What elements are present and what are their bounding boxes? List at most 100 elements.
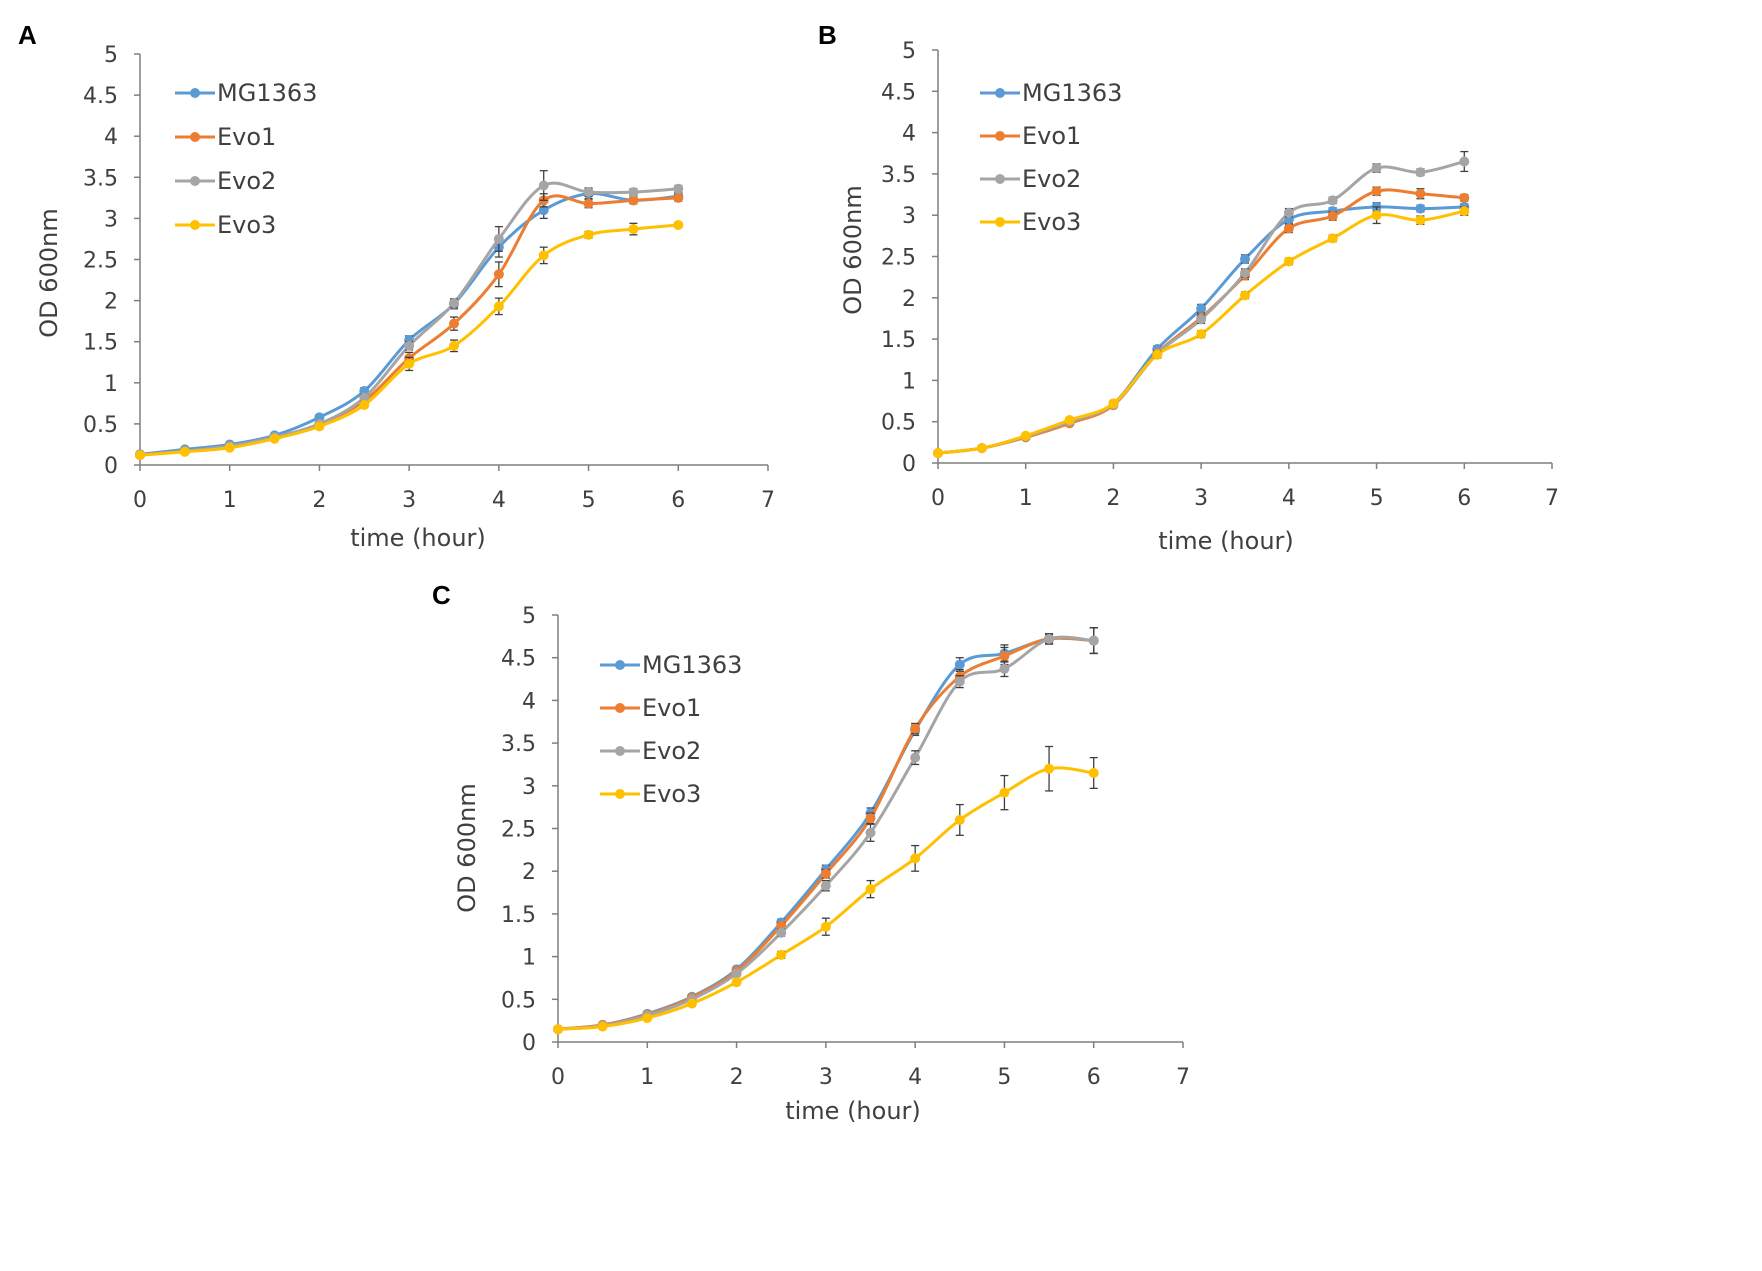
chart-panel-b: B 0 0.5 1 1.5 2 2.5 3 3.5 4 4.5 5 0 1 2 3 4 5 6 7 time (hour… bbox=[818, 20, 1559, 555]
y-tick-label: 1 bbox=[522, 946, 536, 971]
data-point bbox=[1088, 635, 1099, 646]
x-tick-label: 4 bbox=[1282, 486, 1296, 511]
data-point bbox=[865, 884, 876, 895]
legend-swatch-marker bbox=[190, 176, 200, 186]
data-point bbox=[628, 187, 639, 198]
panel-letter: B bbox=[818, 20, 837, 50]
data-point bbox=[820, 921, 831, 932]
data-point bbox=[820, 880, 831, 891]
x-tick-label: 2 bbox=[730, 1065, 744, 1090]
data-point bbox=[1240, 290, 1250, 301]
legend: MG1363 Evo1 Evo2 Evo3 bbox=[175, 79, 317, 239]
data-point bbox=[538, 180, 549, 191]
data-point bbox=[642, 1013, 653, 1024]
x-tick-label: 7 bbox=[1176, 1065, 1190, 1090]
y-axis-title: OD 600nm bbox=[35, 208, 63, 337]
data-point bbox=[673, 219, 684, 230]
data-point bbox=[1152, 349, 1163, 360]
data-point bbox=[933, 448, 943, 459]
data-point bbox=[910, 723, 921, 734]
data-point bbox=[135, 450, 145, 461]
y-tick-label: 4 bbox=[104, 125, 118, 150]
y-axis-title: OD 600nm bbox=[839, 185, 867, 314]
data-point bbox=[1283, 207, 1294, 218]
legend-label: Evo1 bbox=[217, 123, 276, 151]
y-tick-label: 4.5 bbox=[83, 84, 118, 109]
x-tick-label: 6 bbox=[1087, 1065, 1101, 1090]
y-tick-label: 0 bbox=[902, 452, 916, 477]
x-tick-label: 2 bbox=[312, 488, 326, 513]
data-point bbox=[1196, 303, 1207, 314]
legend-label: Evo1 bbox=[1022, 122, 1081, 150]
legend-label: MG1363 bbox=[1022, 79, 1122, 107]
data-point bbox=[999, 787, 1010, 798]
x-tick-label: 1 bbox=[223, 488, 237, 513]
data-point bbox=[404, 340, 415, 351]
legend-label: Evo1 bbox=[642, 694, 701, 722]
legend-label: MG1363 bbox=[217, 79, 317, 107]
data-point bbox=[449, 298, 459, 309]
data-point bbox=[1020, 430, 1031, 441]
data-point bbox=[1240, 268, 1250, 279]
data-point bbox=[1088, 767, 1099, 778]
x-tick-label: 7 bbox=[1545, 486, 1559, 511]
data-point bbox=[449, 318, 459, 329]
legend-label: MG1363 bbox=[642, 651, 742, 679]
data-point bbox=[954, 659, 965, 670]
data-point bbox=[179, 446, 190, 457]
data-point bbox=[954, 676, 965, 687]
legend-item: MG1363 bbox=[980, 79, 1122, 107]
data-point bbox=[583, 229, 594, 240]
data-point bbox=[1371, 210, 1382, 221]
x-tick-label: 4 bbox=[908, 1065, 922, 1090]
legend-item: Evo2 bbox=[980, 165, 1081, 193]
y-tick-label: 0 bbox=[104, 454, 118, 479]
data-point bbox=[1283, 256, 1294, 267]
data-point bbox=[538, 205, 549, 216]
y-tick-label: 2.5 bbox=[881, 246, 916, 271]
data-point bbox=[538, 250, 549, 261]
data-point bbox=[1196, 329, 1207, 340]
data-point bbox=[673, 183, 684, 194]
x-tick-label: 4 bbox=[492, 488, 506, 513]
y-tick-label: 2.5 bbox=[83, 249, 118, 274]
legend-item: Evo3 bbox=[175, 211, 276, 239]
data-point bbox=[954, 814, 965, 825]
series-line bbox=[557, 635, 1094, 1031]
data-point bbox=[359, 399, 370, 410]
series-line bbox=[557, 636, 1094, 1031]
data-point bbox=[686, 998, 697, 1009]
x-axis-title: time (hour) bbox=[785, 1097, 921, 1125]
legend-label: Evo3 bbox=[642, 780, 701, 808]
data-point bbox=[553, 1024, 563, 1035]
data-point bbox=[493, 269, 504, 280]
y-tick-label: 3.5 bbox=[83, 166, 118, 191]
x-tick-label: 3 bbox=[819, 1065, 833, 1090]
data-point bbox=[865, 827, 876, 838]
data-point bbox=[999, 663, 1010, 674]
data-point bbox=[731, 977, 742, 988]
series-evo3 bbox=[135, 219, 684, 461]
data-point bbox=[1108, 398, 1119, 409]
series-evo2 bbox=[553, 627, 1099, 1035]
y-tick-label: 5 bbox=[104, 43, 118, 68]
panel-letter: C bbox=[432, 580, 451, 610]
legend-item: Evo3 bbox=[600, 780, 701, 808]
x-tick-label: 5 bbox=[582, 488, 596, 513]
data-point bbox=[583, 198, 594, 209]
data-point bbox=[583, 187, 594, 198]
y-tick-label: 3 bbox=[522, 775, 536, 800]
data-point bbox=[1327, 211, 1338, 222]
y-tick-label: 5 bbox=[522, 604, 536, 629]
data-point bbox=[910, 853, 921, 864]
x-tick-label: 0 bbox=[551, 1065, 565, 1090]
panel-letter: A bbox=[18, 20, 37, 50]
data-point bbox=[1415, 188, 1426, 199]
legend-swatch-marker bbox=[995, 131, 1005, 141]
legend-item: MG1363 bbox=[600, 651, 742, 679]
x-tick-label: 0 bbox=[133, 488, 147, 513]
data-point bbox=[628, 195, 639, 206]
y-tick-label: 3.5 bbox=[501, 732, 536, 757]
data-point bbox=[1327, 233, 1338, 244]
y-tick-label: 1.5 bbox=[501, 903, 536, 928]
